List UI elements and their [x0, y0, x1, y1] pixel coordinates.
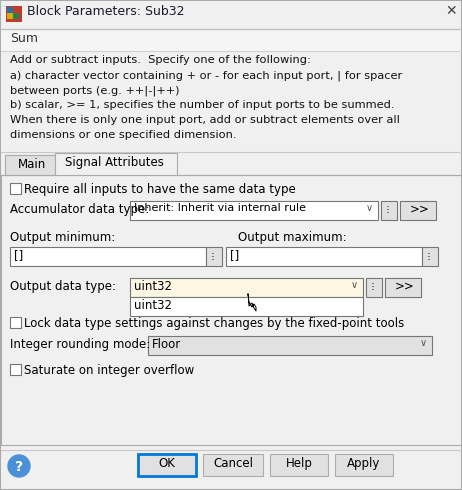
Bar	[1, 29, 461, 51]
Bar	[366, 278, 382, 297]
Text: ∨: ∨	[366, 203, 373, 213]
Bar	[1, 51, 461, 151]
Text: Lock data type settings against changes by the fixed-point tools: Lock data type settings against changes …	[24, 317, 404, 330]
Bar	[5, 155, 55, 175]
Bar	[138, 454, 196, 476]
Text: uint32: uint32	[134, 299, 172, 312]
Text: ⁝: ⁝	[386, 204, 390, 217]
Bar	[385, 278, 421, 297]
Text: Signal Attributes: Signal Attributes	[65, 156, 164, 169]
Bar	[10, 364, 21, 375]
Text: uint32: uint32	[134, 280, 172, 293]
Bar	[203, 454, 263, 476]
Bar	[7, 13, 13, 19]
Text: Floor: Floor	[152, 338, 181, 351]
Text: Accumulator data type:: Accumulator data type:	[10, 203, 149, 216]
Text: Inherit: Inherit via internal rule: Inherit: Inherit via internal rule	[134, 203, 306, 213]
Text: Output maximum:: Output maximum:	[238, 231, 346, 244]
Circle shape	[8, 455, 30, 477]
Text: ⁝: ⁝	[371, 281, 375, 294]
Text: Add or subtract inputs.  Specify one of the following:: Add or subtract inputs. Specify one of t…	[10, 55, 311, 65]
Bar	[270, 454, 328, 476]
Text: >>: >>	[395, 280, 415, 293]
Bar	[226, 247, 422, 266]
Text: dimensions or one specified dimension.: dimensions or one specified dimension.	[10, 130, 237, 140]
Text: Sum: Sum	[10, 32, 38, 45]
Text: ✕: ✕	[445, 4, 456, 18]
Text: Output data type:: Output data type:	[10, 280, 116, 293]
Bar	[10, 317, 21, 328]
Bar	[381, 201, 397, 220]
Bar	[130, 297, 363, 316]
Polygon shape	[248, 294, 256, 311]
Text: ∨: ∨	[351, 280, 358, 290]
Bar	[130, 278, 363, 297]
Text: ⁝: ⁝	[211, 251, 215, 264]
Text: Apply: Apply	[347, 457, 381, 470]
Bar	[1, 1, 461, 29]
Bar	[206, 247, 222, 266]
Text: b) scalar, >= 1, specifies the number of input ports to be summed.: b) scalar, >= 1, specifies the number of…	[10, 100, 395, 110]
Text: Block Parameters: Sub32: Block Parameters: Sub32	[27, 5, 184, 18]
Bar	[130, 201, 378, 220]
Text: Require all inputs to have the same data type: Require all inputs to have the same data…	[24, 183, 296, 196]
Text: Cancel: Cancel	[213, 457, 253, 470]
Text: ⁝: ⁝	[427, 251, 431, 264]
Bar	[6, 6, 22, 22]
Bar	[13, 13, 19, 19]
Bar	[7, 7, 13, 13]
Bar	[422, 247, 438, 266]
Text: When there is only one input port, add or subtract elements over all: When there is only one input port, add o…	[10, 115, 400, 125]
Bar	[10, 183, 21, 194]
Text: ?: ?	[15, 460, 23, 474]
Bar	[55, 153, 177, 175]
Bar	[400, 201, 436, 220]
Text: Saturate on integer overflow: Saturate on integer overflow	[24, 364, 194, 377]
Text: Help: Help	[286, 457, 312, 470]
Text: Output minimum:: Output minimum:	[10, 231, 115, 244]
Bar	[335, 454, 393, 476]
Text: []: []	[14, 249, 23, 262]
Text: Main: Main	[18, 158, 46, 171]
Text: OK: OK	[158, 457, 176, 470]
Text: >>: >>	[410, 203, 430, 216]
Text: between ports (e.g. ++|-|++): between ports (e.g. ++|-|++)	[10, 85, 180, 96]
Bar	[1, 175, 461, 445]
Text: Integer rounding mode:: Integer rounding mode:	[10, 338, 150, 351]
Text: ∨: ∨	[420, 338, 427, 348]
Bar	[148, 336, 432, 355]
Text: []: []	[230, 249, 239, 262]
Bar	[10, 247, 206, 266]
Text: a) character vector containing + or - for each input port, | for spacer: a) character vector containing + or - fo…	[10, 70, 402, 80]
